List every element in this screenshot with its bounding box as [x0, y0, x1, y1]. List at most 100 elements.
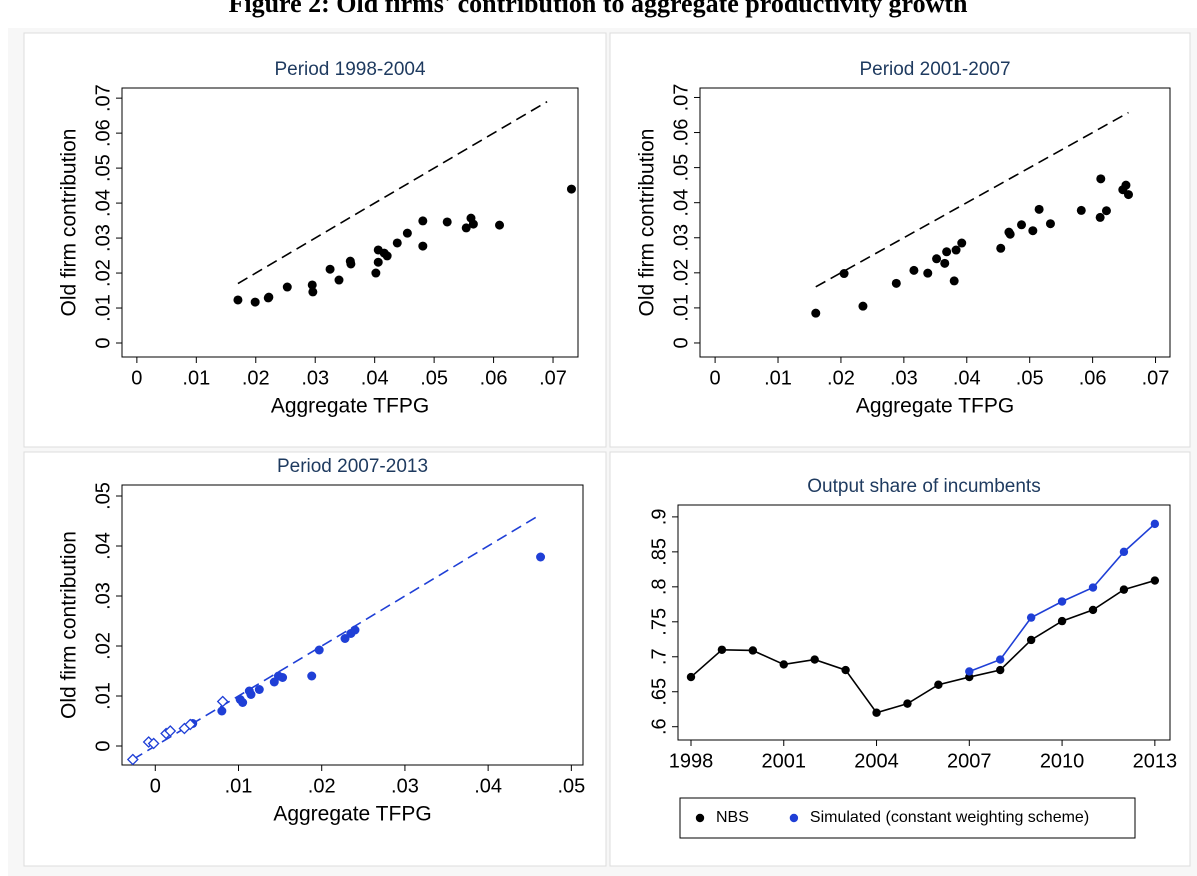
point: [940, 258, 950, 268]
y-tick-label: .04: [92, 532, 114, 560]
y-axis-label: Old firm contribution: [58, 531, 81, 719]
point: [811, 308, 821, 318]
point: [238, 698, 248, 707]
y-axis-label: Old firm contribution: [58, 129, 81, 317]
point: [334, 275, 344, 285]
y-tick-label: .01: [92, 682, 114, 710]
point: [217, 706, 227, 716]
point: [779, 660, 788, 669]
point: [1088, 605, 1098, 615]
point: [1005, 229, 1015, 239]
x-tick-label: 1998: [669, 750, 714, 772]
panel: [609, 32, 1191, 448]
x-tick-label: 2001: [762, 750, 807, 772]
point: [147, 737, 160, 750]
point: [278, 673, 288, 682]
x-tick-label: .01: [225, 775, 253, 797]
point: [1095, 212, 1105, 222]
point: [1034, 204, 1044, 214]
y-tick-label: .65: [648, 678, 670, 706]
figure-title: Figure 2: Old firms' contribution to agg…: [228, 0, 968, 18]
point: [1057, 616, 1067, 626]
y-tick-label: .02: [670, 259, 692, 287]
y-tick-label: 0: [92, 337, 114, 348]
y-tick-label: .07: [670, 84, 692, 112]
point: [872, 708, 881, 717]
y-tick-label: .01: [670, 294, 692, 322]
x-tick-label: .03: [391, 775, 419, 797]
point: [1150, 576, 1160, 585]
chart-title: Period 2007-2013: [277, 456, 428, 477]
x-tick-label: .05: [557, 775, 585, 797]
y-tick-label: .7: [648, 648, 670, 665]
point: [1026, 613, 1036, 622]
point: [126, 753, 139, 766]
point: [1119, 547, 1129, 557]
legend: [679, 797, 1136, 839]
x-tick-label: .04: [361, 367, 389, 389]
x-tick-label: .02: [308, 775, 336, 797]
point: [264, 292, 274, 302]
point: [841, 665, 850, 675]
reference-line: [237, 100, 548, 285]
legend-marker: [695, 813, 705, 823]
y-tick-label: .9: [648, 509, 670, 526]
plot-area: [699, 87, 1171, 358]
x-tick-label: 2007: [947, 750, 992, 772]
point: [566, 184, 576, 194]
x-tick-label: .06: [480, 367, 508, 389]
y-tick-label: .8: [648, 578, 670, 595]
point: [340, 634, 350, 643]
reference-line: [132, 513, 541, 761]
point: [1045, 219, 1055, 229]
y-tick-label: .03: [92, 582, 114, 610]
x-axis-label: Aggregate TFPG: [273, 803, 431, 826]
plot-area: [121, 87, 579, 358]
point: [495, 220, 505, 230]
x-tick-label: .03: [301, 367, 329, 389]
y-tick-label: .85: [648, 538, 670, 566]
panel: [609, 451, 1191, 867]
point: [402, 228, 412, 238]
y-tick-label: .02: [92, 632, 114, 660]
y-tick-label: .07: [92, 84, 114, 112]
point: [314, 645, 324, 655]
point: [246, 690, 256, 699]
point: [373, 257, 383, 267]
point: [810, 655, 819, 664]
y-tick-label: .05: [92, 482, 114, 510]
point: [250, 297, 260, 307]
point: [1088, 583, 1098, 592]
panel: [23, 32, 607, 448]
point: [717, 645, 727, 654]
point: [934, 680, 943, 689]
x-tick-label: 2004: [854, 750, 899, 772]
point: [282, 282, 292, 292]
point: [1026, 635, 1036, 645]
x-tick-label: 2013: [1133, 750, 1178, 772]
chart-title: Period 1998-2004: [274, 59, 425, 80]
legend-label: Simulated (constant weighting scheme): [810, 809, 1089, 826]
point: [839, 269, 849, 279]
point: [418, 216, 428, 226]
point: [858, 301, 868, 311]
x-tick-label: .04: [953, 367, 981, 389]
x-axis-label: Aggregate TFPG: [271, 395, 429, 418]
plot-area: [677, 504, 1171, 741]
y-tick-label: .03: [92, 224, 114, 252]
point: [949, 276, 959, 286]
point: [1096, 174, 1106, 184]
y-tick-label: .04: [92, 189, 114, 217]
point: [1076, 205, 1086, 215]
point: [1150, 519, 1160, 529]
x-tick-label: .01: [182, 367, 210, 389]
y-tick-label: 0: [92, 740, 114, 751]
point: [164, 725, 177, 737]
line: [690, 579, 1156, 714]
x-tick-label: 2010: [1040, 750, 1085, 772]
y-tick-label: .05: [92, 154, 114, 182]
x-tick-label: .03: [890, 367, 918, 389]
point: [536, 552, 546, 562]
point: [325, 264, 335, 274]
